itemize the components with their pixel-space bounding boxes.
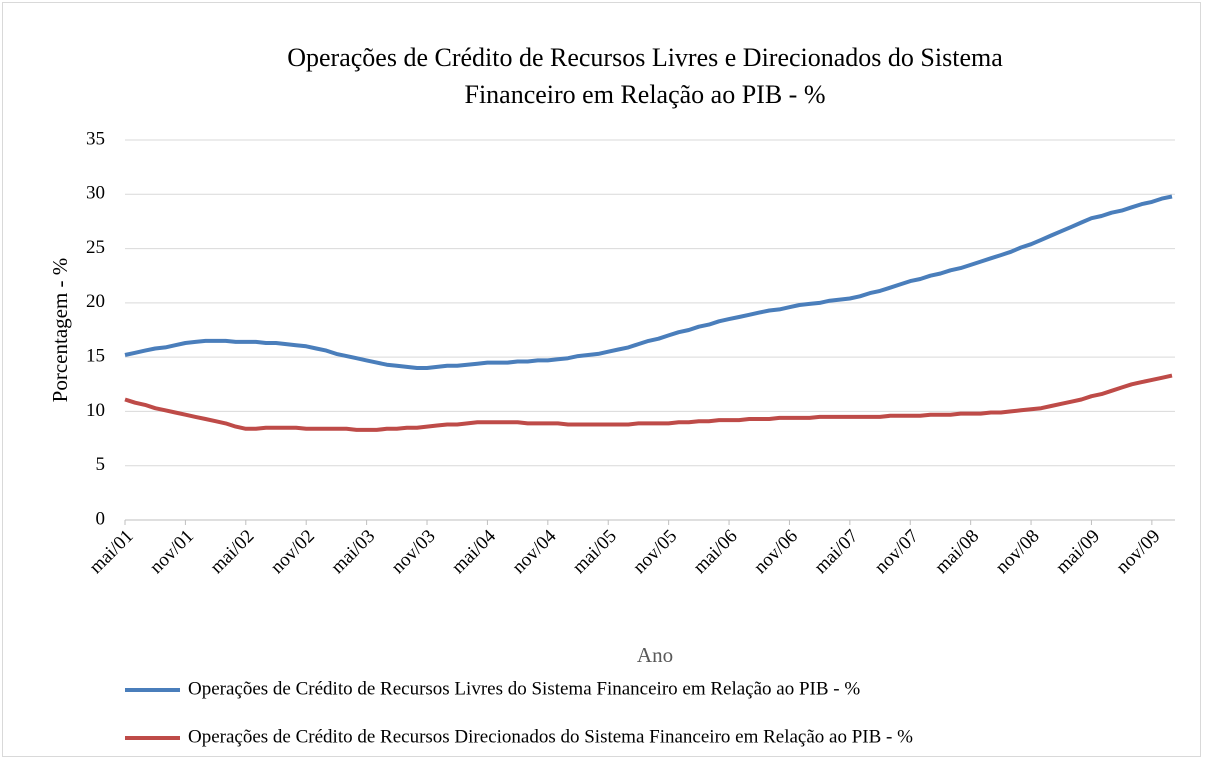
y-tick-label: 5 [96,454,106,475]
chart-title: Operações de Crédito de Recursos Livres … [287,43,1003,72]
y-tick-label: 25 [86,237,105,258]
legend-label: Operações de Crédito de Recursos Direcio… [188,726,913,747]
y-axis-label: Porcentagem - % [48,258,72,403]
y-tick-label: 0 [96,508,106,529]
x-axis-label: Ano [637,643,673,667]
y-tick-label: 35 [86,128,105,149]
y-tick-label: 20 [86,291,105,312]
y-tick-label: 15 [86,346,105,367]
y-tick-label: 10 [86,400,105,421]
chart-title: Financeiro em Relação ao PIB - % [465,80,826,109]
series-line [124,194,1173,370]
y-tick-label: 30 [86,183,105,204]
legend-label: Operações de Crédito de Recursos Livres … [188,678,860,699]
series-line [124,373,1173,432]
